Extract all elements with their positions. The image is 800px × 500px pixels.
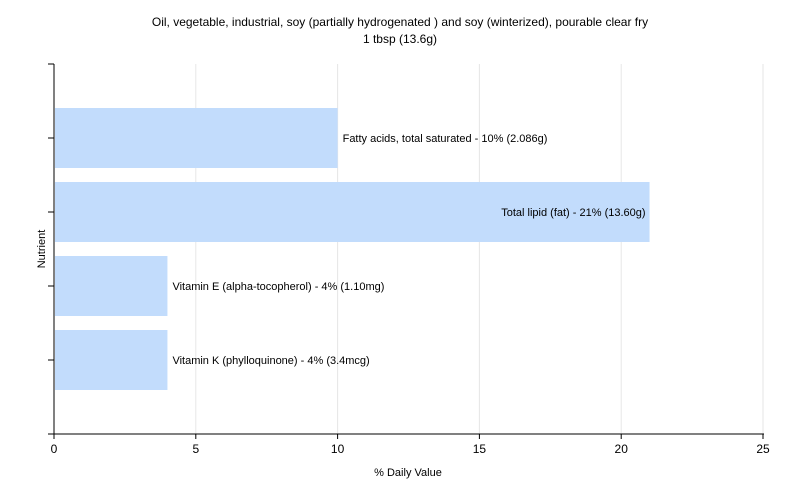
y-axis-title: Nutrient [36,230,48,269]
bar-data-label: Vitamin E (alpha-tocopherol) - 4% (1.10m… [172,281,384,293]
x-axis-title: % Daily Value [374,467,442,479]
bar [55,182,650,242]
axes: 0 5 10 15 20 25 [48,63,770,456]
bar [55,256,168,316]
chart-title-line: Oil, vegetable, industrial, soy (partial… [151,15,649,29]
chart-subtitle: 1 tbsp (13.6g) [362,32,438,46]
x-tick-label: 10 [331,442,345,456]
chart-title: Oil, vegetable, industrial, soy (partial… [0,14,800,48]
bar [55,330,168,390]
bar-data-label: Total lipid (fat) - 21% (13.60g) [501,207,645,219]
x-tick-label: 5 [192,442,199,456]
x-tick-label: 15 [473,442,487,456]
bars: Fatty acids, total saturated - 10% (2.08… [55,108,650,390]
x-tick-label: 0 [51,442,58,456]
bar-data-label: Vitamin K (phylloquinone) - 4% (3.4mcg) [172,355,369,367]
bar [55,108,338,168]
bar-data-label: Fatty acids, total saturated - 10% (2.08… [343,133,548,145]
x-tick-label: 20 [615,442,629,456]
x-tick-label: 25 [756,442,770,456]
